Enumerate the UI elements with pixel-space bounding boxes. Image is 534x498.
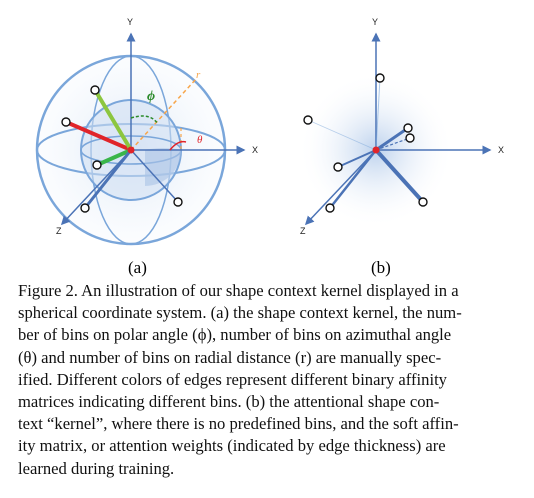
edge-lightgreen: [93, 88, 133, 152]
r-line: [130, 77, 198, 151]
z-axis-label: Z: [56, 226, 62, 236]
subfigure-label-b: (b): [371, 258, 391, 277]
theta-label: θ: [197, 134, 203, 146]
point-1: [61, 117, 71, 127]
center-point-b: [372, 146, 380, 154]
x-axis-label: X: [252, 145, 258, 155]
x-axis-label-b: X: [498, 145, 504, 155]
attentional-kernel-diagram: Y X Z: [298, 17, 504, 236]
edge-red: [65, 120, 132, 152]
edge-green: [96, 148, 132, 167]
theta-arc: [169, 140, 187, 151]
figure-caption: Figure 2. An illustration of our shape c…: [18, 280, 520, 480]
r-label: r: [196, 69, 201, 81]
point-b-5: [333, 162, 343, 172]
caption-line: ber of bins on polar angle (ϕ), number o…: [18, 325, 452, 345]
caption-line: (θ) and number of bins on radial distanc…: [18, 347, 442, 367]
phi-arc: [130, 115, 159, 125]
point-b-4: [405, 133, 415, 143]
z-axis-label-b: Z: [300, 226, 306, 236]
caption-line: text “kernel”, where there is no predefi…: [18, 414, 459, 434]
center-point: [127, 146, 135, 154]
edge-b-4: [375, 137, 411, 151]
shape-context-kernel-diagram: Y X Z r ϕ θ: [35, 17, 258, 246]
figure-panel-b: Y X Z: [270, 0, 534, 252]
point-b-6: [325, 203, 335, 213]
z-axis-b: [304, 149, 377, 226]
subfigure-label-a: (a): [128, 258, 147, 277]
phi-label: ϕ: [147, 89, 155, 104]
point-3: [92, 160, 102, 170]
y-axis-label: Y: [127, 17, 133, 27]
point-2: [90, 85, 100, 95]
caption-line: Figure 2. An illustration of our shape c…: [18, 281, 459, 300]
caption-line: matrices indicating different bins. (b) …: [18, 392, 440, 412]
edge-blue-1: [83, 149, 133, 209]
figure-panel-a: Y X Z r ϕ θ: [0, 0, 270, 252]
point-5: [173, 197, 183, 207]
edge-b-5: [337, 149, 377, 168]
y-axis-label-b: Y: [372, 17, 378, 27]
caption-line: learned during training.: [18, 458, 175, 478]
point-b-3: [403, 123, 413, 133]
point-b-1: [375, 73, 385, 83]
point-b-2: [303, 115, 313, 125]
caption-line: spherical coordinate system. (a) the sha…: [18, 303, 462, 323]
edge-b-2: [307, 119, 377, 151]
point-4: [80, 203, 90, 213]
edge-b-1: [375, 77, 381, 151]
edge-b-7: [374, 148, 425, 204]
caption-line: ified. Different colors of edges represe…: [18, 369, 447, 389]
point-b-7: [418, 197, 428, 207]
edge-blue-2: [130, 149, 179, 203]
caption-line: ity matrix, or attention weights (indica…: [18, 436, 446, 456]
edge-b-3: [375, 126, 409, 152]
edge-b-6: [329, 149, 377, 209]
